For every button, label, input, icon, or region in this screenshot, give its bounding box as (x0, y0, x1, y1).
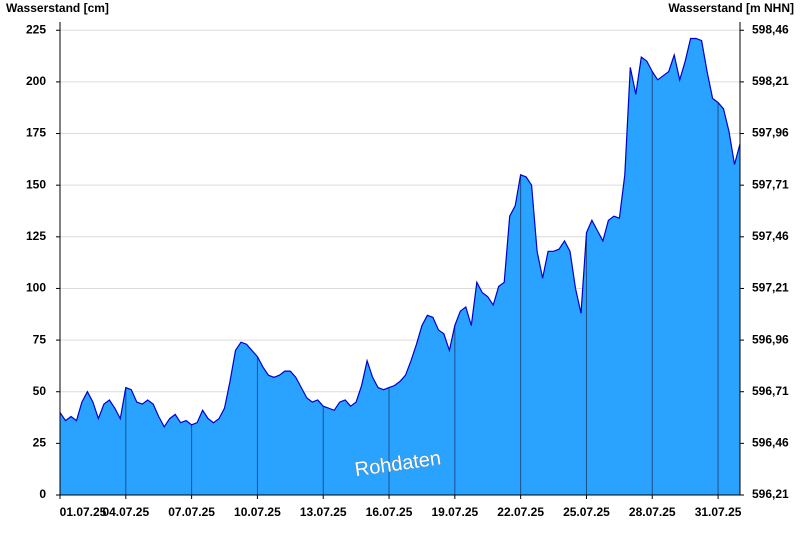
y2-tick-label: 598,21 (752, 74, 789, 88)
y2-tick-label: 597,46 (752, 229, 789, 243)
y2-tick-label: 596,71 (752, 384, 789, 398)
x-tick-label: 31.07.25 (695, 505, 742, 519)
y-tick-label: 75 (33, 332, 47, 346)
line (59, 37, 741, 428)
area (60, 38, 740, 495)
x-tick-label: 28.07.25 (629, 505, 676, 519)
y2-tick-label: 596,46 (752, 436, 789, 450)
y-tick-label: 50 (33, 384, 47, 398)
x-tick-label: 10.07.25 (234, 505, 281, 519)
y2-tick-label: 596,21 (752, 487, 789, 501)
y2-tick-label: 597,71 (752, 177, 789, 191)
y-tick-label: 225 (26, 22, 46, 36)
x-tick-label: 25.07.25 (563, 505, 610, 519)
x-tick-label: 04.07.25 (102, 505, 149, 519)
x-tick-label: 19.07.25 (431, 505, 478, 519)
y2-axis-title: Wasserstand [m NHN] (668, 1, 794, 15)
y-tick-label: 150 (26, 177, 46, 191)
x-tick-label: 07.07.25 (168, 505, 215, 519)
y-tick-label: 175 (26, 126, 46, 140)
x-tick-label: 01.07.25 (60, 505, 107, 519)
y2-tick-label: 597,96 (752, 126, 789, 140)
x-tick-label: 22.07.25 (497, 505, 544, 519)
y2-tick-label: 596,96 (752, 332, 789, 346)
y-tick-label: 100 (26, 281, 46, 295)
y-axis-title: Wasserstand [cm] (6, 1, 109, 15)
y-tick-label: 200 (26, 74, 46, 88)
y-tick-label: 0 (39, 487, 46, 501)
y2-tick-label: 597,21 (752, 281, 789, 295)
y2-tick-label: 598,46 (752, 22, 789, 36)
y-tick-label: 25 (33, 436, 47, 450)
x-tick-label: 16.07.25 (366, 505, 413, 519)
y-tick-label: 125 (26, 229, 46, 243)
x-tick-label: 13.07.25 (300, 505, 347, 519)
